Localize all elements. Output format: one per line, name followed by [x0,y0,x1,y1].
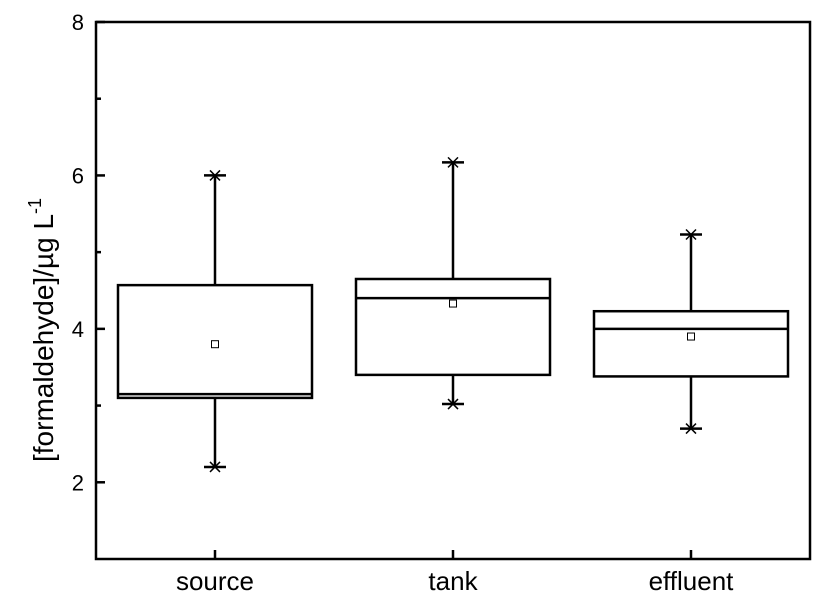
axis-ticks [96,20,693,559]
min-marker [209,461,221,473]
y-tick-label: 4 [72,317,84,342]
mean-marker [687,332,695,341]
max-marker [209,169,221,181]
axis-labels: 2 4 6 8 source tank effluent [72,10,734,596]
max-marker [447,156,459,168]
y-axis-title-text: [formaldehyde]/µg L [28,214,59,462]
box-effluent [592,228,790,435]
mean-marker [211,340,219,349]
iqr-box [592,309,790,378]
max-marker [685,228,697,241]
box-source [116,169,314,473]
y-tick-label: 6 [72,163,84,188]
y-axis-title: [formaldehyde]/µg L-1 [25,198,59,462]
iqr-box [354,277,552,377]
y-tick-label: 8 [72,10,84,35]
y-tick-label: 2 [72,470,84,495]
min-marker [447,398,459,410]
min-marker [685,423,697,435]
x-category-label: source [176,566,254,596]
mean-marker [449,299,457,308]
box-series [116,156,790,473]
x-category-label: effluent [649,566,735,596]
box-tank [354,156,552,410]
y-axis-title-superscript: -1 [25,198,45,214]
x-category-label: tank [428,566,478,596]
